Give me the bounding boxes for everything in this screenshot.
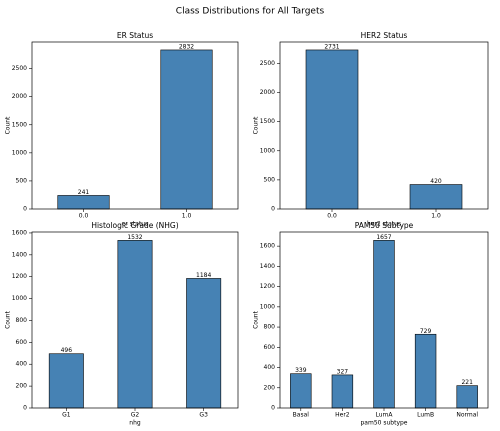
y-tick-label: 1600 xyxy=(12,229,27,236)
subplot-title: HER2 Status xyxy=(361,31,408,40)
y-tick-label: 500 xyxy=(16,177,28,184)
y-tick-label: 1000 xyxy=(260,147,275,154)
bar xyxy=(305,49,359,210)
data-label: 420 xyxy=(430,178,442,185)
y-tick-label: 1500 xyxy=(12,121,27,128)
data-label: 1184 xyxy=(196,272,211,279)
y-tick-label: 1500 xyxy=(260,118,275,125)
axes-frame xyxy=(279,41,489,210)
x-tick-label: 1.0 xyxy=(431,213,441,220)
y-tick-label: 1400 xyxy=(260,263,275,270)
x-tick-label: G3 xyxy=(199,412,208,419)
data-label: 2832 xyxy=(179,43,194,50)
bar xyxy=(373,240,395,409)
x-axis-label: er status xyxy=(122,221,149,228)
data-label: 729 xyxy=(420,328,432,335)
x-tick-label: Basal xyxy=(293,412,310,419)
bar xyxy=(414,333,437,409)
bar xyxy=(331,374,354,409)
bar xyxy=(57,195,110,210)
y-tick-label: 800 xyxy=(16,317,28,324)
bar xyxy=(48,353,84,409)
y-tick-label: 400 xyxy=(16,361,28,368)
y-axis-label: Count xyxy=(253,116,260,134)
y-tick-label: 800 xyxy=(264,324,276,331)
x-tick-label: Her2 xyxy=(335,412,350,419)
y-tick-label: 400 xyxy=(264,364,276,371)
x-axis-label: pam50 subtype xyxy=(360,420,407,427)
x-tick-label: LumB xyxy=(417,412,434,419)
y-tick-label: 2000 xyxy=(12,93,27,100)
y-tick-label: 1000 xyxy=(12,295,27,302)
y-tick-label: 1000 xyxy=(260,303,275,310)
y-tick-label: 2000 xyxy=(260,89,275,96)
data-label: 327 xyxy=(337,368,349,375)
x-tick-label: LumA xyxy=(376,412,394,419)
y-tick-label: 1200 xyxy=(260,283,275,290)
y-tick-label: 600 xyxy=(264,344,276,351)
subplot-title: ER Status xyxy=(117,31,153,40)
y-tick-label: 0 xyxy=(23,405,27,412)
x-tick-label: Normal xyxy=(456,412,478,419)
y-tick-label: 0 xyxy=(271,206,275,213)
x-tick-label: G1 xyxy=(62,412,71,419)
bar xyxy=(290,373,312,409)
y-axis-label: Count xyxy=(253,310,260,328)
y-tick-label: 1600 xyxy=(260,243,275,250)
data-label: 1532 xyxy=(127,234,142,241)
bar xyxy=(456,385,478,409)
subplot-title: PAM50 Subtype xyxy=(355,221,414,230)
axes-frame xyxy=(31,231,239,409)
y-tick-label: 200 xyxy=(16,383,28,390)
x-tick-label: 0.0 xyxy=(79,213,89,220)
bar xyxy=(160,49,213,210)
x-axis-label: nhg xyxy=(129,420,141,427)
data-label: 1657 xyxy=(376,234,391,241)
x-axis-label: her2 status xyxy=(367,221,401,228)
data-label: 496 xyxy=(61,347,73,354)
y-tick-label: 200 xyxy=(264,384,276,391)
y-tick-label: 2500 xyxy=(12,65,27,72)
data-label: 221 xyxy=(461,379,473,386)
y-tick-label: 0 xyxy=(271,405,275,412)
data-label: 339 xyxy=(295,367,307,374)
y-tick-label: 1000 xyxy=(12,149,27,156)
subplot-title: Histologic Grade (NHG) xyxy=(91,221,178,230)
x-tick-label: 0.0 xyxy=(327,213,337,220)
bar xyxy=(409,184,463,210)
y-axis-label: Count xyxy=(5,310,12,328)
y-tick-label: 600 xyxy=(16,339,28,346)
x-tick-label: G2 xyxy=(131,412,140,419)
y-tick-label: 0 xyxy=(23,206,27,213)
y-tick-label: 2500 xyxy=(260,60,275,67)
y-tick-label: 1400 xyxy=(12,251,27,258)
y-axis-label: Count xyxy=(5,116,12,134)
data-label: 241 xyxy=(78,189,90,196)
y-tick-label: 1200 xyxy=(12,273,27,280)
data-label: 2731 xyxy=(324,43,339,50)
axes-frame xyxy=(31,41,239,210)
axes-frame xyxy=(279,231,489,409)
bar xyxy=(186,278,222,409)
figure-title: Class Distributions for All Targets xyxy=(176,7,325,17)
bar xyxy=(117,240,153,409)
y-tick-label: 500 xyxy=(264,176,276,183)
x-tick-label: 1.0 xyxy=(182,213,192,220)
